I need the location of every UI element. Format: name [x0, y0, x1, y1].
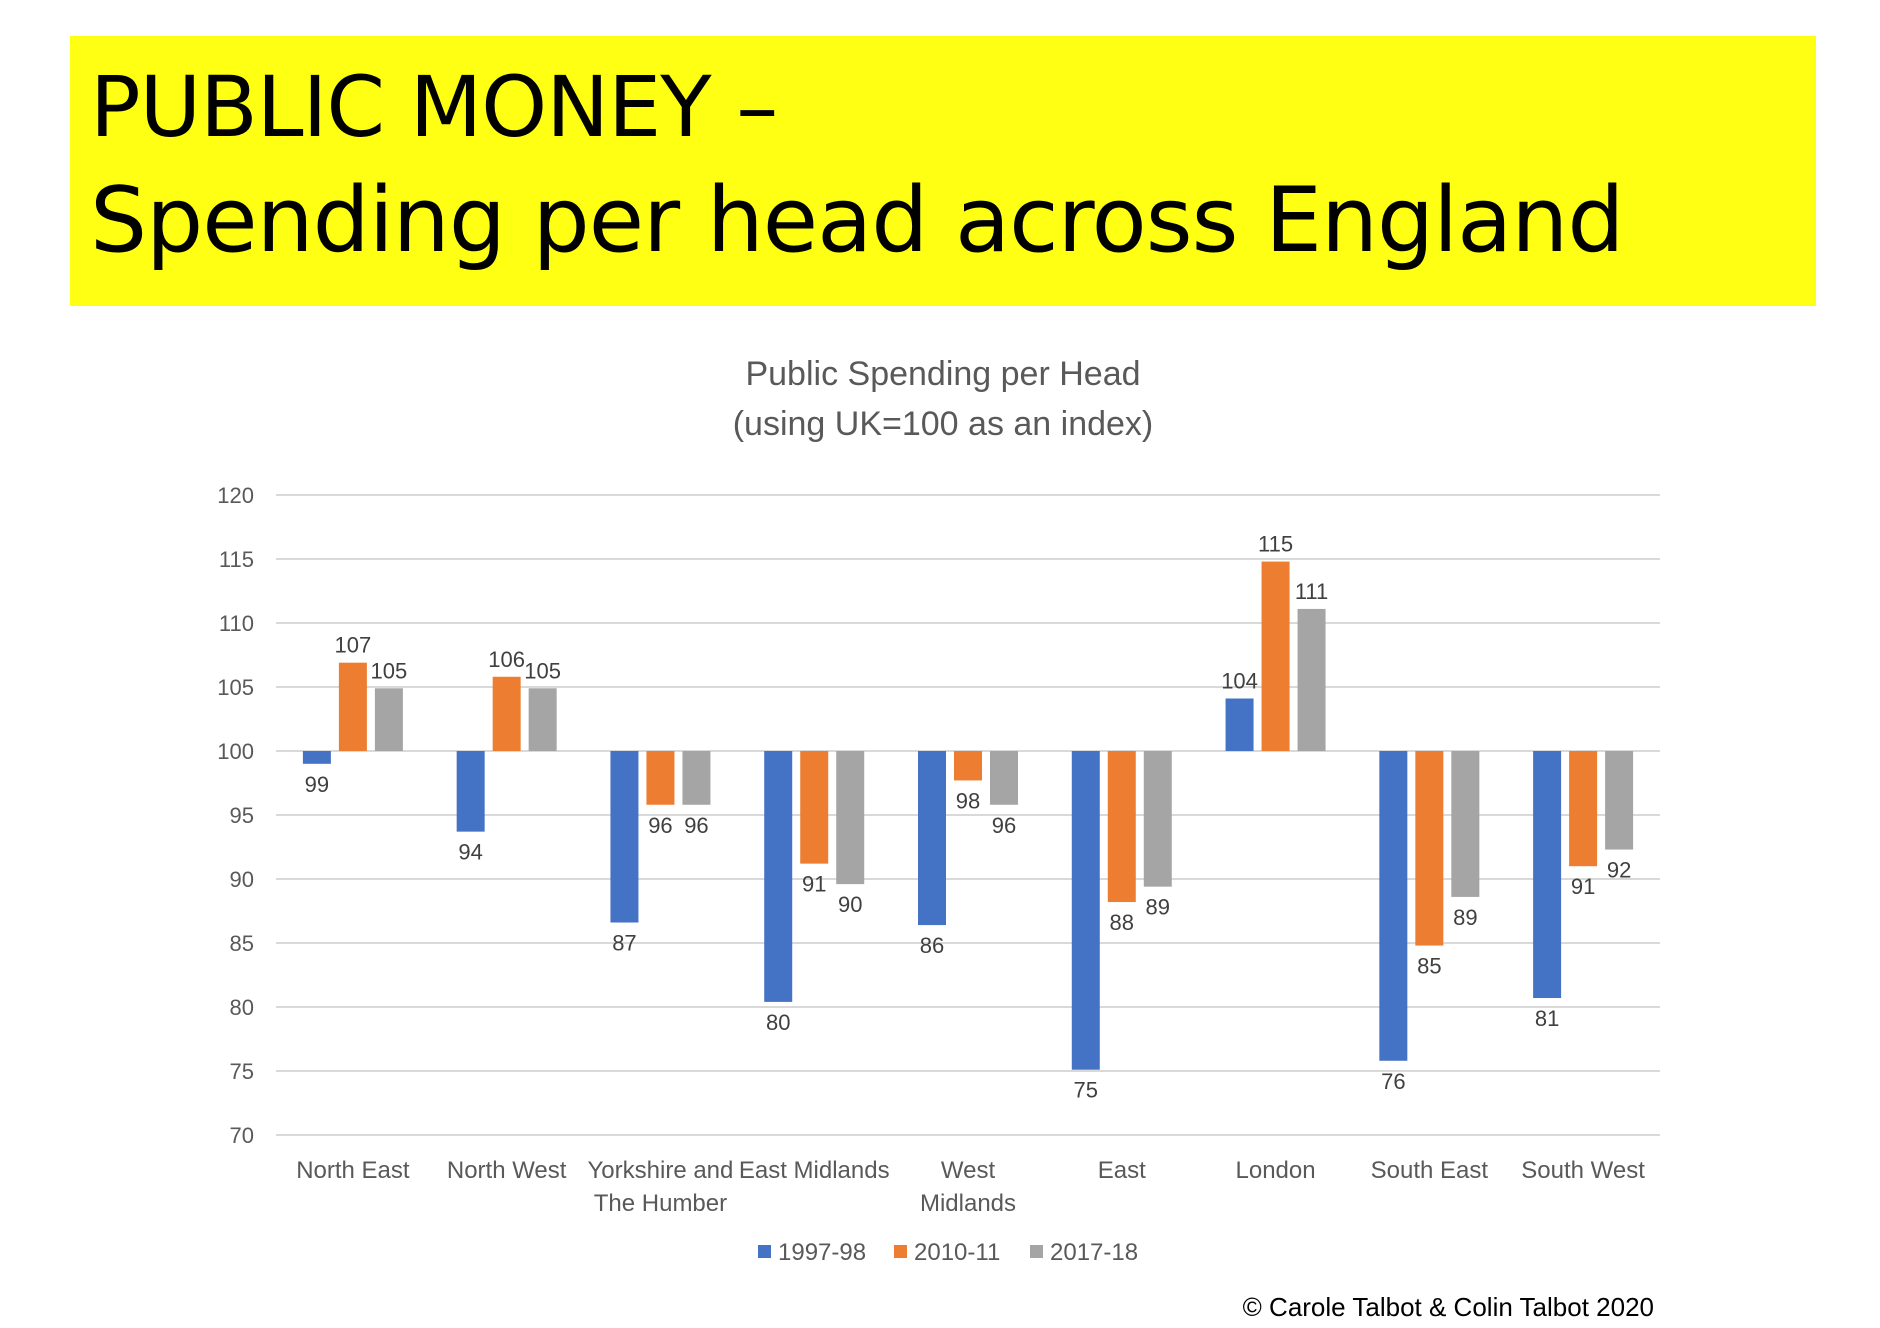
data-label: 91: [1571, 874, 1595, 899]
legend-swatch: [758, 1245, 771, 1258]
x-tick-label: East Midlands: [739, 1157, 890, 1184]
y-tick-label: 70: [230, 1123, 254, 1148]
bar: [1569, 751, 1598, 867]
bar: [1225, 698, 1254, 751]
data-label: 111: [1295, 579, 1328, 604]
bar: [528, 688, 557, 751]
x-tick-label: North East: [296, 1157, 410, 1184]
data-label: 81: [1535, 1006, 1559, 1031]
title-banner: PUBLIC MONEY – Spending per head across …: [70, 36, 1816, 306]
banner-subtitle: Spending per head across England: [90, 168, 1624, 273]
x-tick-label: South West: [1521, 1157, 1645, 1184]
bar: [1451, 751, 1480, 897]
banner-title: PUBLIC MONEY –: [90, 58, 778, 156]
bar: [492, 676, 521, 751]
bar: [918, 751, 946, 926]
bar: [610, 751, 639, 923]
bar: [374, 688, 403, 751]
data-label: 96: [648, 813, 672, 838]
x-tick-label: London: [1236, 1157, 1316, 1184]
chart-title-line: (using UK=100 as an index): [733, 405, 1154, 443]
bar: [646, 751, 675, 805]
bar: [338, 662, 367, 751]
x-tick-label: East: [1098, 1157, 1146, 1184]
data-label: 105: [524, 658, 561, 683]
bar: [1605, 751, 1634, 850]
chart-title-line: Public Spending per Head: [745, 355, 1140, 393]
bar: [1297, 608, 1326, 751]
bar: [1261, 561, 1290, 751]
data-label: 75: [1074, 1078, 1098, 1103]
data-label: 96: [992, 813, 1016, 838]
x-tick-label: North West: [447, 1157, 567, 1184]
data-label: 85: [1417, 954, 1441, 979]
data-label: 98: [956, 788, 980, 813]
bar: [1071, 751, 1100, 1070]
bar: [1107, 751, 1136, 903]
x-tick-label: Yorkshire and: [588, 1157, 734, 1184]
data-label: 76: [1381, 1069, 1405, 1094]
bar: [1143, 751, 1172, 887]
x-tick-label: South East: [1371, 1157, 1489, 1184]
bar: [764, 751, 793, 1002]
data-label: 88: [1110, 910, 1134, 935]
y-tick-label: 75: [230, 1059, 254, 1084]
bar: [302, 751, 331, 764]
y-tick-label: 95: [230, 803, 254, 828]
x-tick-label: West: [941, 1157, 996, 1184]
legend-swatch: [894, 1245, 907, 1258]
bar: [456, 751, 485, 832]
bar: [1415, 751, 1444, 946]
y-tick-label: 115: [219, 547, 254, 572]
bar: [1379, 751, 1408, 1061]
y-tick-label: 85: [230, 931, 254, 956]
bar: [682, 751, 711, 805]
data-label: 86: [920, 933, 944, 958]
y-tick-label: 90: [230, 867, 254, 892]
bar: [954, 751, 982, 781]
x-tick-label: The Humber: [594, 1190, 727, 1217]
data-label: 80: [766, 1010, 790, 1035]
data-label: 107: [335, 633, 372, 658]
x-tick-label: Midlands: [920, 1190, 1016, 1217]
data-label: 90: [838, 892, 862, 917]
data-label: 115: [1258, 532, 1293, 557]
y-tick-label: 120: [217, 483, 254, 508]
data-label: 105: [371, 658, 408, 683]
y-tick-label: 80: [230, 995, 254, 1020]
data-label: 96: [684, 813, 708, 838]
data-label: 99: [305, 772, 329, 797]
bar: [990, 751, 1018, 805]
legend-swatch: [1030, 1245, 1043, 1258]
y-tick-label: 105: [217, 675, 254, 700]
data-label: 87: [612, 931, 636, 956]
data-label: 89: [1453, 905, 1477, 930]
data-label: 94: [458, 840, 482, 865]
data-label: 91: [802, 872, 826, 897]
y-tick-label: 100: [217, 739, 254, 764]
legend-label: 1997-98: [778, 1239, 866, 1266]
data-label: 92: [1607, 858, 1631, 883]
data-label: 106: [488, 647, 525, 672]
bar: [800, 751, 829, 864]
copyright-notice: © Carole Talbot & Colin Talbot 2020: [1242, 1292, 1654, 1322]
data-label: 89: [1146, 895, 1170, 920]
data-label: 104: [1221, 669, 1258, 694]
bar-chart: Public Spending per Head (using UK=100 as…: [217, 355, 1660, 1266]
y-tick-label: 110: [219, 611, 254, 636]
bar: [836, 751, 865, 885]
bar: [1533, 751, 1562, 999]
legend-label: 2017-18: [1050, 1239, 1138, 1266]
legend-label: 2010-11: [914, 1239, 1000, 1266]
